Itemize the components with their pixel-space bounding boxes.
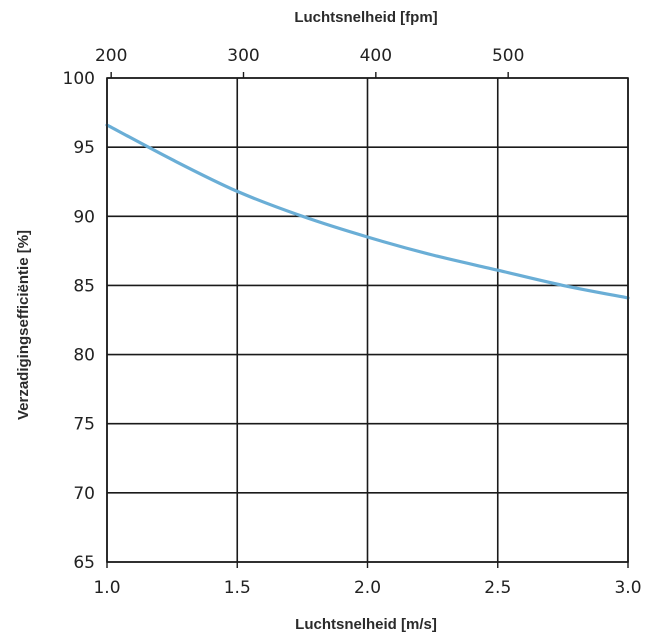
x-tick-labels: 1.0 1.5 2.0 2.5 3.0 <box>93 578 641 598</box>
y-axis-title: Verzadigingsefficiëntie [%] <box>15 230 32 420</box>
y-tick-label: 90 <box>73 207 95 227</box>
y-tick-labels: 65 70 75 80 85 90 95 100 <box>63 69 95 573</box>
x-axis-title: Luchtsnelheid [m/s] <box>295 616 437 633</box>
x2-axis-ticks <box>110 72 509 78</box>
x-tick-label: 1.0 <box>93 578 120 598</box>
x2-tick-label: 200 <box>95 46 127 66</box>
y-tick-label: 70 <box>73 484 95 504</box>
x2-axis-title: Luchtsnelheid [fpm] <box>294 9 437 26</box>
y-tick-label: 80 <box>73 346 95 366</box>
gridlines <box>106 77 629 563</box>
x-axis-ticks <box>106 562 629 568</box>
y-tick-label: 85 <box>73 276 95 296</box>
x2-tick-label: 300 <box>227 46 259 66</box>
x-tick-label: 2.0 <box>354 578 381 598</box>
y-tick-label: 100 <box>63 69 95 89</box>
y-tick-label: 65 <box>73 553 95 573</box>
x-tick-label: 2.5 <box>484 578 511 598</box>
x-tick-label: 1.5 <box>224 578 251 598</box>
x2-tick-labels: 200 300 400 500 <box>95 46 524 66</box>
x-tick-label: 3.0 <box>614 578 641 598</box>
x2-tick-label: 500 <box>492 46 524 66</box>
plot-frame <box>106 77 629 563</box>
y-tick-label: 75 <box>73 415 95 435</box>
x2-tick-label: 400 <box>360 46 392 66</box>
series-line <box>105 123 630 300</box>
y-tick-label: 95 <box>73 138 95 158</box>
